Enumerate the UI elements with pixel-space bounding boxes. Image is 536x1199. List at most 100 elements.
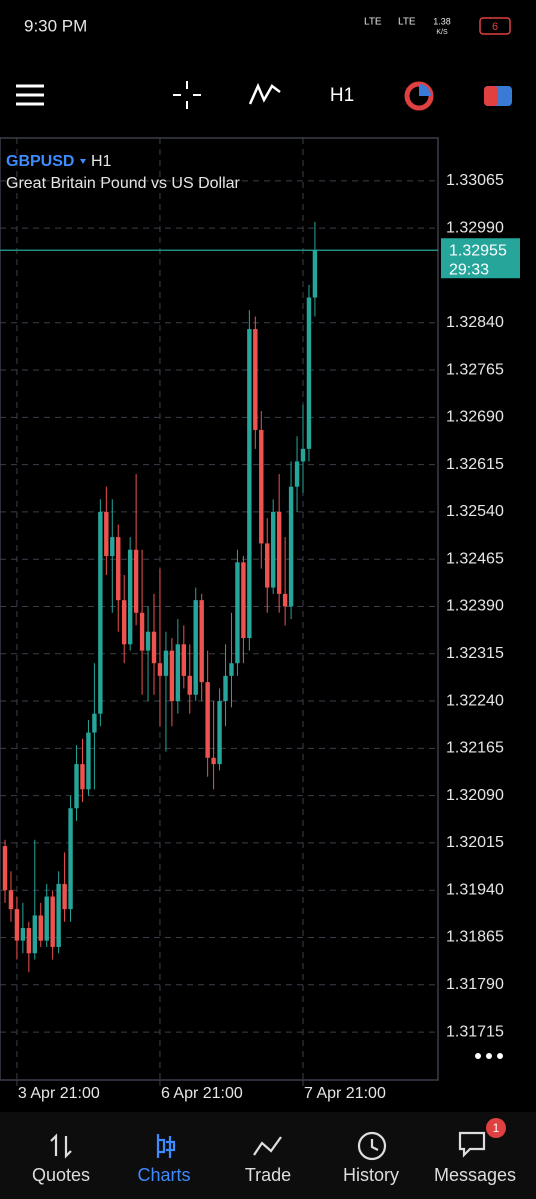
candle-body xyxy=(193,600,198,695)
candle-body xyxy=(74,764,79,809)
trade-button-part xyxy=(419,84,431,96)
y-tick-label: 1.31715 xyxy=(446,1023,504,1040)
grid: 1.33065 1.32990 1.32840 1.32765 1.32690 1.326… xyxy=(0,138,504,1102)
candle-body xyxy=(282,593,288,607)
candle-body xyxy=(151,631,157,664)
candle-body xyxy=(181,644,186,676)
nav-item[interactable]: Trade xyxy=(245,1165,291,1185)
y-tick-label: 1.32540 xyxy=(446,503,504,520)
candle-body xyxy=(271,511,276,588)
nav-icons xyxy=(50,1131,486,1161)
y-tick-label: 1.31940 xyxy=(446,881,504,898)
candle-body xyxy=(110,537,115,557)
candle-body xyxy=(217,701,222,765)
candle-body xyxy=(86,732,91,790)
candle-body xyxy=(127,549,133,645)
crosshair-button[interactable] xyxy=(173,81,201,109)
candle-body xyxy=(294,461,300,487)
y-tick-label: 1.31865 xyxy=(446,929,504,946)
candle-body xyxy=(247,329,252,639)
candle-body xyxy=(163,650,169,676)
candle-body xyxy=(306,297,312,449)
candle-body xyxy=(26,928,32,954)
candle-body xyxy=(44,896,49,941)
candle-body xyxy=(211,757,216,765)
candle-body xyxy=(288,486,294,607)
y-tick-label: 1.32390 xyxy=(446,598,504,615)
chart-symbol: GBPUSD xyxy=(6,153,74,170)
candle-body xyxy=(20,928,26,941)
candle-body xyxy=(68,808,73,910)
indicators-button[interactable] xyxy=(248,82,281,105)
y-tick-label: 1.32240 xyxy=(446,692,504,709)
nav-item[interactable]: Messages xyxy=(434,1165,516,1185)
y-tick-label: 1.33065 xyxy=(446,172,504,189)
battery-level: 6 xyxy=(492,21,498,33)
candle-body xyxy=(38,915,43,941)
nav-item[interactable]: History xyxy=(343,1165,399,1185)
y-tick-label: 1.32615 xyxy=(446,456,504,473)
candle-body xyxy=(175,644,181,702)
candle-body xyxy=(116,537,121,601)
bar-countdown: 29:33 xyxy=(449,261,489,278)
nav-item[interactable]: Charts xyxy=(137,1165,190,1185)
messages-badge xyxy=(486,1118,506,1138)
candle-body xyxy=(205,682,210,758)
candle-body xyxy=(62,883,67,910)
candle-body xyxy=(32,915,37,954)
candle-body xyxy=(300,448,306,462)
candle-body xyxy=(253,329,258,430)
candle-body xyxy=(276,511,282,594)
status-network: LTE xyxy=(364,17,382,28)
candle-body xyxy=(169,650,175,702)
x-tick-label: 6 Apr 21:00 xyxy=(161,1085,243,1102)
candle-body xyxy=(157,663,163,676)
plot-frame xyxy=(0,137,439,1081)
timeframe-button[interactable]: H1 xyxy=(330,85,354,106)
candle-body xyxy=(265,543,270,588)
candle-body xyxy=(199,600,204,683)
y-tick-label: 1.32165 xyxy=(446,740,504,757)
x-tick-label: 7 Apr 21:00 xyxy=(304,1085,386,1102)
candle-body xyxy=(229,663,234,676)
chart-subtitle: Great Britain Pound vs US Dollar xyxy=(6,175,241,192)
candle-body xyxy=(98,511,103,714)
current-price-badge xyxy=(441,238,520,279)
candle-body xyxy=(56,883,61,947)
candle-body xyxy=(8,890,14,910)
y-tick-label: 1.32690 xyxy=(446,409,504,426)
menu-button[interactable] xyxy=(16,84,44,106)
nav-item[interactable]: Quotes xyxy=(32,1165,90,1185)
candle-body xyxy=(145,631,151,651)
y-tick-label: 1.32465 xyxy=(446,550,504,567)
y-tick-label: 1.32090 xyxy=(446,787,504,804)
candle-body xyxy=(241,562,246,639)
candle-body xyxy=(223,675,228,702)
nav-bar xyxy=(0,1112,536,1199)
status-speed: 1.38 xyxy=(433,16,451,26)
candle-body xyxy=(80,764,85,790)
chart-timeframe: H1 xyxy=(91,153,112,170)
candle-body xyxy=(50,896,55,947)
candle-body xyxy=(235,562,240,664)
y-tick-label: 1.32990 xyxy=(446,219,504,236)
symbol-dropdown[interactable] xyxy=(80,159,86,164)
y-tick-label: 1.32315 xyxy=(446,645,504,662)
messages-badge-count: 1 xyxy=(493,1121,500,1135)
more-button[interactable] xyxy=(475,1053,503,1059)
candle-body xyxy=(139,612,145,651)
status-time: 9:30 PM xyxy=(24,16,87,35)
current-price-label: 1.32955 xyxy=(449,242,507,259)
candle-body xyxy=(187,675,192,695)
candle-body xyxy=(312,250,318,298)
candle-body xyxy=(92,713,97,733)
candles: 1.32955 29:33 xyxy=(0,221,520,973)
y-tick-label: 1.32840 xyxy=(446,314,504,331)
candle-body xyxy=(2,846,8,891)
battery-icon xyxy=(479,17,511,35)
candle-body xyxy=(133,549,139,613)
candle-body xyxy=(104,511,109,557)
y-tick-label: 1.32765 xyxy=(446,361,504,378)
